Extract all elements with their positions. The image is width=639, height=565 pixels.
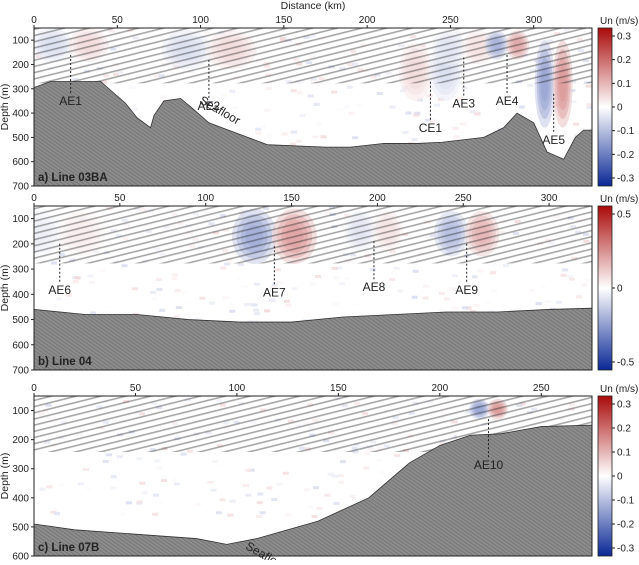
anno-ae4: AE4 <box>496 94 519 108</box>
ytick-label: 700 <box>12 366 29 377</box>
xtick-label: 50 <box>130 383 142 394</box>
xtick-label: 200 <box>369 193 386 204</box>
colorbar <box>598 206 612 370</box>
ytick-label: 100 <box>12 406 29 417</box>
xtick-label: 150 <box>276 15 293 26</box>
ytick-label: 500 <box>12 522 29 533</box>
cb-tick-label: 0.1 <box>617 448 631 459</box>
cb-tick-label: -0.2 <box>617 150 635 161</box>
xtick-label: 50 <box>114 193 126 204</box>
xtick-label: 50 <box>112 15 124 26</box>
ytick-label: 300 <box>12 464 29 475</box>
ytick-label: 200 <box>12 435 29 446</box>
plot-area-3 <box>34 396 592 558</box>
ylabel: Depth (m) <box>0 453 11 500</box>
cb-tick-label: 0.3 <box>617 32 631 43</box>
cb-tick-label: 0 <box>617 103 623 114</box>
cb-tick-label: 0 <box>617 472 623 483</box>
panel-label: b) Line 04 <box>38 356 92 368</box>
ytick-label: 200 <box>12 60 29 71</box>
xtick-label: 300 <box>541 193 558 204</box>
cb-tick-label: 0.1 <box>617 79 631 90</box>
colorbar-label: Un (m/s) <box>600 384 638 395</box>
ytick-label: 100 <box>12 36 29 47</box>
ytick-label: 600 <box>12 552 29 561</box>
xtick-label: 250 <box>533 383 550 394</box>
panel-label: a) Line 03BA <box>38 172 108 184</box>
cb-tick-label: -0.2 <box>617 520 635 531</box>
ylabel: Depth (m) <box>0 265 11 312</box>
anno-ae8: AE8 <box>363 280 386 294</box>
ytick-label: 700 <box>12 182 29 193</box>
cb-tick-label: 0.2 <box>617 424 631 435</box>
ytick-label: 400 <box>12 493 29 504</box>
xtick-label: 150 <box>330 383 347 394</box>
anno-ae6: AE6 <box>48 283 71 297</box>
ytick-label: 300 <box>12 265 29 276</box>
ytick-label: 100 <box>12 214 29 225</box>
chart-svg: Distance (km) 0 50 100 150 200 250 300 100 200 300… <box>0 0 639 560</box>
xtick-label: 200 <box>359 15 376 26</box>
anno-ae9: AE9 <box>455 283 478 297</box>
ytick-label: 200 <box>12 239 29 250</box>
xtick-label: 250 <box>442 15 459 26</box>
ytick-label: 500 <box>12 133 29 144</box>
ytick-label: 400 <box>12 290 29 301</box>
xtick-label: 150 <box>283 193 300 204</box>
ytick-label: 300 <box>12 84 29 95</box>
cb-tick-label: -0.3 <box>617 544 635 555</box>
cb-tick-label: 0.3 <box>617 400 631 411</box>
cb-tick-label: -0.1 <box>617 126 635 137</box>
colorbar-label: Un (m/s) <box>600 194 638 205</box>
anno-ae5: AE5 <box>542 133 565 147</box>
ytick-label: 400 <box>12 109 29 120</box>
colorbar <box>598 28 612 186</box>
anno-ae1: AE1 <box>59 94 82 108</box>
xtick-label: 0 <box>31 15 37 26</box>
cb-tick-label: -0.3 <box>617 174 635 185</box>
xtick-label: 250 <box>455 193 472 204</box>
ytick-label: 600 <box>12 157 29 168</box>
anno-ae10: AE10 <box>474 458 504 472</box>
anno-ae3: AE3 <box>452 96 475 110</box>
ylabel: Depth (m) <box>0 84 11 131</box>
xtick-label: 0 <box>31 193 37 204</box>
xtick-label: 100 <box>229 383 246 394</box>
cb-tick-label: -0.1 <box>617 496 635 507</box>
xtick-label: 300 <box>525 15 542 26</box>
panel-3: 0 50 100 150 200 250 100 200 300 400 500 600 Depth (… <box>0 383 638 560</box>
cb-tick-label: -0.5 <box>617 358 635 369</box>
top-xlabel: Distance (km) <box>281 0 346 12</box>
seismic-texture <box>34 28 592 83</box>
colorbar-label: Un (m/s) <box>600 16 638 27</box>
figure: Distance (km) 0 50 100 150 200 250 300 100 200 300… <box>0 0 639 560</box>
anno-ae7: AE7 <box>263 285 286 299</box>
panel-2: 0 50 100 150 200 250 300 100 200 300 400 500 600 700 D… <box>0 193 638 377</box>
xtick-label: 0 <box>31 383 37 394</box>
colorbar <box>598 396 612 556</box>
anno-ce1: CE1 <box>419 121 443 135</box>
xtick-label: 100 <box>197 193 214 204</box>
cb-tick-label: 0.5 <box>617 210 631 221</box>
cb-tick-label: 0 <box>617 284 623 295</box>
cb-tick-label: 0.2 <box>617 55 631 66</box>
plot-area-2 <box>14 206 598 372</box>
ytick-label: 600 <box>12 340 29 351</box>
xtick-label: 100 <box>192 15 209 26</box>
seismic-texture <box>34 206 592 263</box>
panel-label: c) Line 07B <box>38 542 99 554</box>
ytick-label: 500 <box>12 315 29 326</box>
xtick-label: 200 <box>431 383 448 394</box>
panel-1: 0 50 100 150 200 250 300 100 200 300 400 500 600 700 D… <box>0 15 638 193</box>
